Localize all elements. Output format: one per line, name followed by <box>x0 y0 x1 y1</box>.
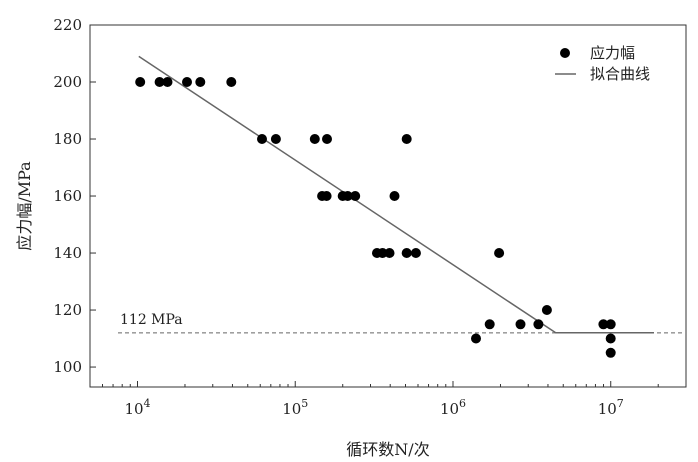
data-point <box>154 77 165 87</box>
data-point <box>484 319 495 330</box>
data-point <box>605 333 616 344</box>
x-tick-label: 105 <box>282 397 308 418</box>
data-points <box>135 77 616 358</box>
data-point <box>342 191 353 201</box>
y-tick-label: 200 <box>53 73 82 91</box>
x-axis-title: 循环数N/次 <box>346 440 429 459</box>
data-point <box>494 248 505 258</box>
data-point <box>257 134 267 144</box>
y-tick-label: 220 <box>53 16 82 34</box>
legend-label-points: 应力幅 <box>590 44 635 62</box>
data-point <box>605 347 616 358</box>
x-tick-label: 107 <box>598 397 624 418</box>
data-point <box>541 305 552 315</box>
data-point <box>309 134 320 144</box>
data-point <box>401 248 412 258</box>
x-tick-label: 106 <box>440 397 466 418</box>
data-point <box>401 134 412 144</box>
data-point <box>605 319 616 330</box>
data-point <box>195 77 206 87</box>
data-point <box>322 134 332 144</box>
data-point <box>182 77 192 87</box>
y-axis-title: 应力幅/MPa <box>15 161 34 251</box>
plot-frame <box>89 24 687 388</box>
data-point <box>384 248 395 258</box>
y-axis-ticks: 100 120 140 160 180 200 220 <box>53 16 96 376</box>
data-point <box>270 134 281 144</box>
data-point <box>410 248 421 258</box>
x-axis-ticks: 104 105 106 107 <box>89 381 687 418</box>
y-tick-label: 180 <box>53 130 82 148</box>
data-point <box>598 319 609 330</box>
fit-curve <box>138 55 654 334</box>
reference-line-label: 112 MPa <box>120 312 183 328</box>
legend-label-fit: 拟合曲线 <box>590 65 650 83</box>
data-point <box>389 191 400 201</box>
reference-line-group: 112 MPa <box>118 312 682 334</box>
data-point <box>471 333 481 344</box>
x-tick-label: 104 <box>124 397 150 418</box>
fit-line-group <box>138 55 654 334</box>
data-point <box>533 319 544 330</box>
data-point <box>321 191 332 201</box>
y-tick-label: 160 <box>53 187 82 205</box>
data-point <box>226 77 237 87</box>
data-point <box>162 77 173 87</box>
data-point <box>515 319 526 330</box>
data-point <box>135 77 146 87</box>
legend: 应力幅 拟合曲线 <box>555 44 650 83</box>
data-point <box>350 191 361 201</box>
y-tick-label: 100 <box>53 358 82 376</box>
y-tick-label: 120 <box>53 301 82 319</box>
legend-marker-points <box>560 48 570 58</box>
y-tick-label: 140 <box>53 244 82 262</box>
data-point <box>377 248 388 258</box>
